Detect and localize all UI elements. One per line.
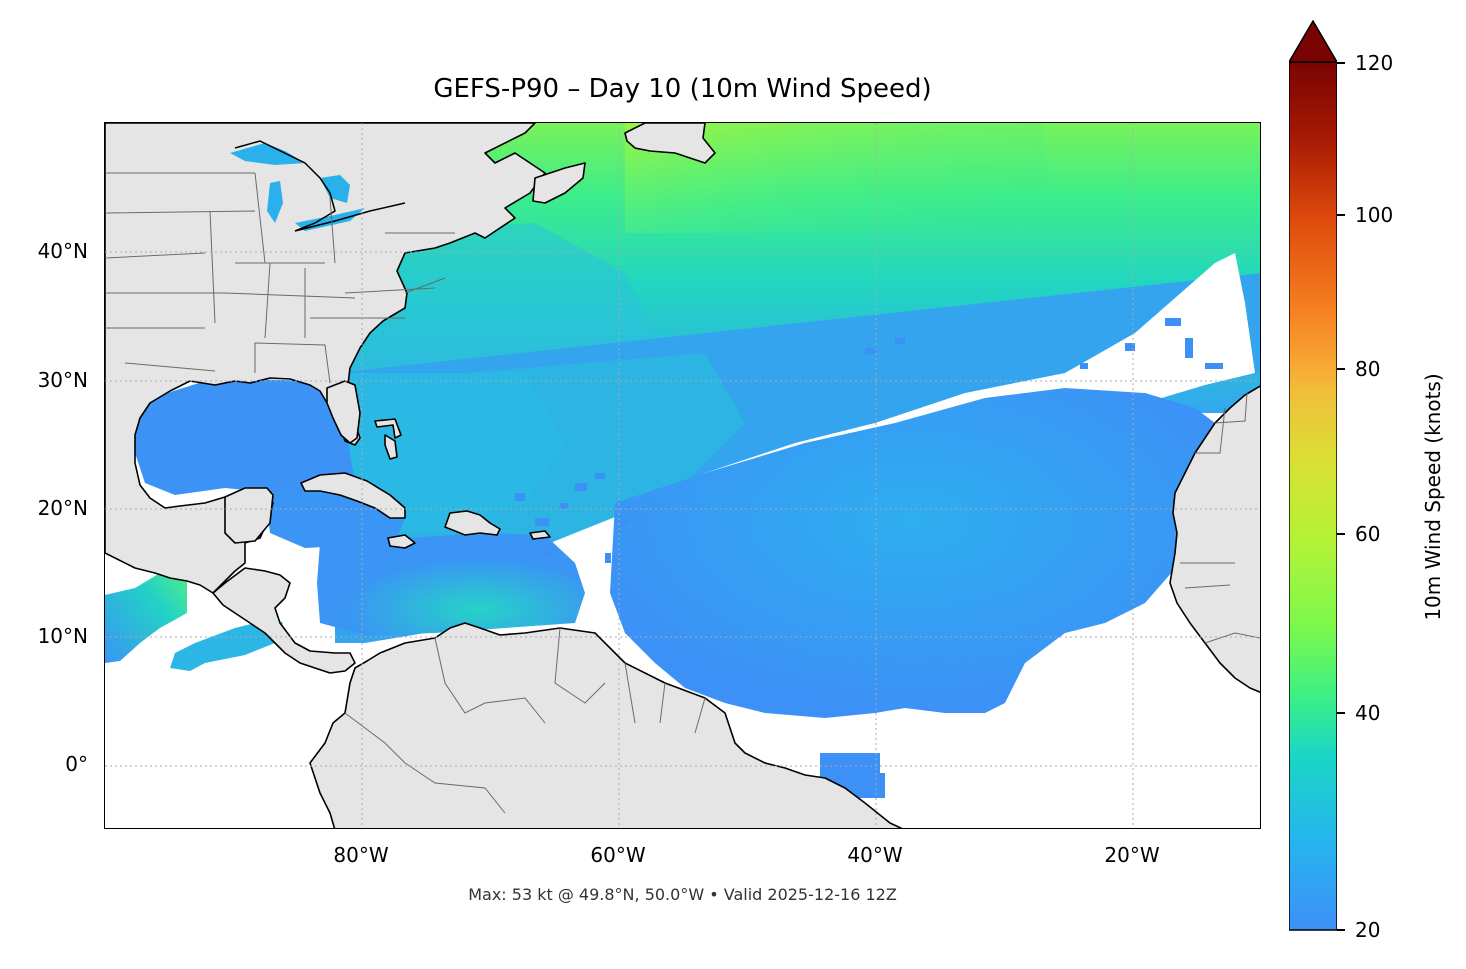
colorbar [1289, 20, 1337, 931]
central-america [212, 567, 356, 674]
y-tick-20n: 20°N [37, 496, 88, 520]
cb-label-60: 60 [1355, 522, 1381, 546]
cb-tick-120 [1337, 62, 1345, 64]
north-america [105, 123, 546, 594]
coastlines [234, 140, 406, 232]
wind-field-papagayo [170, 618, 283, 671]
cb-label-40: 40 [1355, 701, 1381, 725]
y-tick-40n: 40°N [37, 239, 88, 263]
cb-tick-100 [1337, 214, 1345, 216]
max-value-annotation: Max: 53 kt @ 49.8°N, 50.0°W • Valid 2025… [468, 885, 897, 904]
x-tick-40w: 40°W [847, 843, 903, 867]
cb-label-20: 20 [1355, 918, 1381, 942]
wind-field-tehuantepec [105, 555, 187, 663]
wind-field-caribbean [317, 533, 585, 635]
cb-tick-40 [1337, 712, 1345, 714]
map-plot-area[interactable] [104, 122, 1261, 829]
political-borders [105, 172, 1260, 814]
x-tick-60w: 60°W [590, 843, 646, 867]
x-tick-20w: 20°W [1104, 843, 1160, 867]
colorbar-extend-max-arrow [1289, 20, 1337, 63]
cb-tick-80 [1337, 368, 1345, 370]
great-lakes-wind [230, 143, 365, 231]
cb-label-80: 80 [1355, 357, 1381, 381]
y-tick-10n: 10°N [37, 624, 88, 648]
cb-label-120: 120 [1355, 51, 1394, 75]
colorbar-title: 10m Wind Speed (knots) [1421, 373, 1445, 621]
wind-field-tropical-atlantic [610, 388, 1215, 718]
y-tick-0: 0° [65, 752, 88, 776]
cb-tick-20 [1337, 929, 1345, 931]
west-africa [1169, 385, 1260, 694]
wind-speed-map [105, 123, 1260, 828]
cb-label-100: 100 [1355, 203, 1394, 227]
landmass [105, 123, 1260, 828]
x-tick-80w: 80°W [333, 843, 389, 867]
cb-tick-60 [1337, 533, 1345, 535]
y-tick-30n: 30°N [37, 368, 88, 392]
chart-title: GEFS-P90 – Day 10 (10m Wind Speed) [433, 74, 932, 104]
